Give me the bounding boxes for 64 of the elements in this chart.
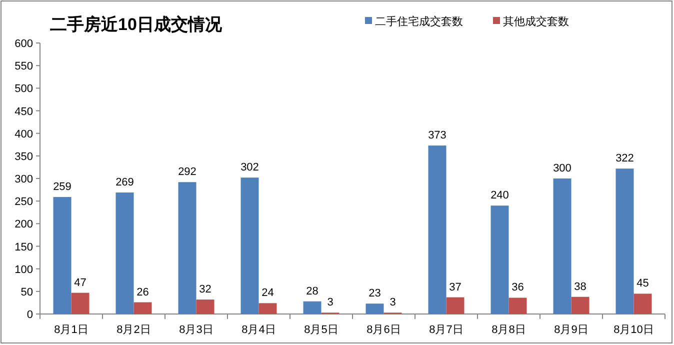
bar [616,168,634,314]
bar [446,297,464,314]
x-tick-label: 8月8日 [492,324,526,336]
y-tick-label: 250 [14,196,33,208]
bar [196,300,214,314]
data-label: 292 [178,166,196,178]
y-tick-label: 600 [14,38,33,50]
y-tick-label: 150 [14,241,33,254]
y-tick-label: 100 [14,264,33,276]
data-label: 259 [53,181,72,194]
data-label: 302 [240,162,259,174]
data-label: 240 [490,190,509,202]
y-tick-label: 300 [14,174,33,186]
data-label: 26 [136,286,149,298]
bar [571,296,590,314]
bar [240,178,259,314]
x-tick-label: 8月3日 [179,324,214,336]
bar [634,294,652,314]
bar [508,298,527,314]
data-label: 3 [390,296,396,309]
legend-label: 二手住宅成交套数 [375,15,463,28]
data-label: 32 [199,284,212,296]
bar [490,206,509,314]
y-tick-label: 550 [14,60,33,73]
data-label: 38 [574,280,586,293]
bar [258,303,277,314]
y-tick-label: 400 [14,128,33,140]
bar [303,301,322,314]
chart-title: 二手房近10日成交情况 [50,15,223,34]
y-tick-label: 200 [14,218,33,231]
x-tick-label: 8月10日 [614,324,654,336]
data-label: 37 [449,281,462,294]
bar [53,197,72,314]
x-tick-label: 8月4日 [242,324,276,336]
bar [178,182,196,314]
bar [134,302,152,314]
data-label: 3 [327,296,334,309]
data-label: 269 [116,176,134,188]
bar [553,178,572,314]
data-label: 23 [368,288,381,300]
x-tick-label: 8月7日 [429,324,464,336]
x-tick-label: 8月9日 [554,324,588,336]
data-label: 24 [262,287,274,300]
data-label: 322 [616,152,634,165]
bar [366,304,384,314]
data-label: 47 [74,276,86,289]
data-label: 300 [553,162,572,174]
bar [116,192,134,314]
bar [428,146,446,314]
data-label: 36 [512,282,524,294]
x-tick-label: 8月5日 [304,324,338,336]
legend-label: 其他成交套数 [503,15,569,28]
data-label: 28 [306,285,318,298]
y-tick-label: 50 [20,286,33,298]
y-tick-label: 0 [26,309,33,321]
y-tick-label: 350 [14,150,33,163]
bar [71,292,90,314]
data-label: 373 [428,130,446,142]
x-tick-label: 8月1日 [54,324,88,336]
x-tick-label: 8月2日 [116,324,151,336]
y-tick-label: 500 [14,83,33,96]
y-tick-label: 450 [14,106,33,118]
x-tick-label: 8月6日 [366,324,401,336]
data-label: 45 [636,278,649,290]
